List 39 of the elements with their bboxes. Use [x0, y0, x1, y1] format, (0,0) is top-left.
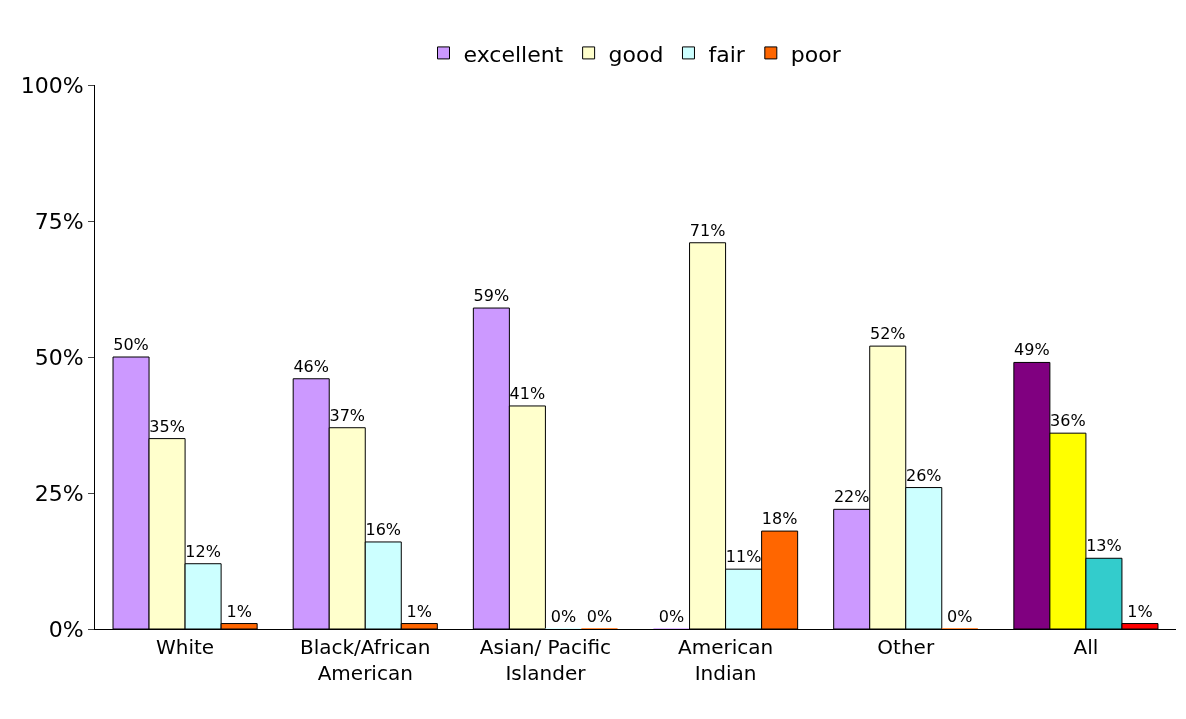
data-label: 46% [293, 356, 329, 376]
x-tick-label: White [156, 635, 215, 659]
data-label: 36% [1050, 411, 1086, 431]
data-label: 13% [1086, 536, 1122, 556]
x-tick-label: Other [877, 635, 935, 659]
data-label: 1% [406, 601, 432, 621]
data-label: 18% [761, 509, 798, 529]
y-tick-label: 75% [34, 208, 84, 234]
data-label: 12% [185, 541, 221, 561]
x-tick-label: American Indian [677, 635, 774, 685]
y-tick-label: 0% [48, 616, 84, 642]
x-tick-label: All [1073, 635, 1099, 659]
data-label: 16% [365, 519, 402, 539]
y-tick-label: 25% [34, 480, 84, 506]
data-label: 37% [329, 405, 366, 425]
data-label: 22% [833, 487, 870, 507]
data-label: 0% [550, 607, 577, 626]
data-label: 41% [509, 383, 546, 403]
data-label: 52% [869, 324, 906, 344]
data-label: 0% [658, 607, 685, 626]
legend-label: fair [708, 41, 746, 67]
data-label: 49% [1014, 340, 1050, 360]
y-tick-label: 50% [34, 344, 84, 370]
data-label: 0% [947, 607, 973, 626]
legend-label: good [608, 41, 664, 67]
data-label: 11% [725, 547, 762, 567]
y-tick-label: 100% [20, 72, 84, 98]
data-label: 59% [473, 286, 510, 306]
data-label: 35% [149, 416, 185, 436]
data-label: 71% [689, 220, 726, 240]
data-label: 0% [586, 607, 613, 626]
data-label: 50% [113, 335, 149, 354]
x-tick-label: Asian/ Pacific Islander [479, 635, 612, 685]
x-tick-label: Black/African American [299, 635, 431, 685]
data-label: 1% [226, 601, 252, 621]
legend-label: poor [790, 41, 842, 67]
legend-label: excellent [463, 41, 564, 67]
data-label: 1% [1127, 601, 1153, 621]
data-label: 26% [905, 465, 942, 485]
